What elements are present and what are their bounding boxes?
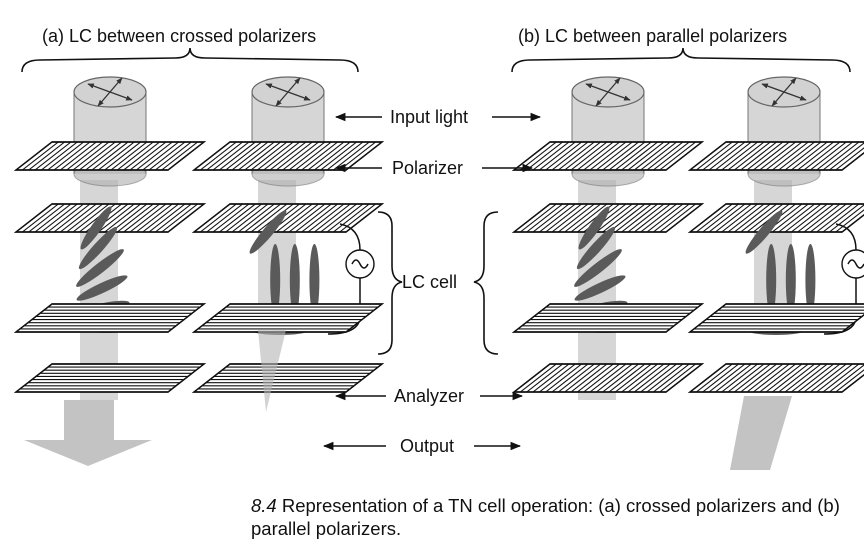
brace-left — [21, 47, 359, 73]
brace-lc-right — [473, 211, 499, 355]
caption-text: Representation of a TN cell operation: (… — [251, 495, 840, 539]
label-lc-cell: LC cell — [402, 272, 457, 292]
lc-bottom-plate — [687, 303, 864, 333]
ac-wire-top — [835, 223, 857, 251]
label-input-light-group: Input light — [334, 107, 542, 127]
brace-lc-left — [377, 211, 403, 355]
label-input-light: Input light — [390, 107, 468, 127]
header-left: (a) LC between crossed polarizers — [42, 26, 316, 46]
label-output-group: Output — [322, 436, 522, 456]
double-arrow-icon — [585, 77, 631, 107]
ac-source-icon — [841, 249, 864, 279]
double-arrow-icon — [265, 77, 311, 107]
double-arrow-icon — [87, 77, 133, 107]
analyzer-plate — [13, 363, 207, 393]
lc-top-plate — [13, 203, 207, 233]
label-analyzer-group: Analyzer — [334, 386, 524, 406]
label-output: Output — [400, 436, 454, 456]
output-beam — [730, 396, 792, 470]
caption-number: 8.4 — [251, 495, 277, 516]
lc-top-plate — [191, 203, 385, 233]
ac-wire-top — [339, 223, 361, 251]
stack-2 — [191, 76, 385, 412]
label-polarizer: Polarizer — [392, 158, 463, 178]
label-analyzer: Analyzer — [394, 386, 464, 406]
label-polarizer-group: Polarizer — [334, 158, 534, 178]
header-right: (b) LC between parallel polarizers — [518, 26, 787, 46]
double-arrow-icon — [761, 77, 807, 107]
partial-beam — [258, 330, 286, 412]
stack-3 — [511, 76, 705, 400]
output-arrow — [24, 400, 152, 466]
polarizer-plate — [511, 141, 705, 171]
label-lc-cell-group: LC cell — [377, 211, 499, 355]
lc-bottom-plate — [511, 303, 705, 333]
polarizer-plate — [13, 141, 207, 171]
polarizer-plate — [191, 141, 385, 171]
brace-right — [511, 47, 851, 73]
stack-4 — [687, 76, 864, 470]
ac-source-icon — [345, 249, 375, 279]
figure-caption: 8.4 Representation of a TN cell operatio… — [251, 494, 851, 540]
stacks — [13, 76, 864, 470]
analyzer-plate — [191, 363, 385, 393]
polarizer-plate — [687, 141, 864, 171]
analyzer-plate — [511, 363, 705, 393]
analyzer-plate — [687, 363, 864, 393]
stack-1 — [13, 76, 207, 466]
lc-bottom-plate — [191, 303, 385, 333]
lc-bottom-plate — [13, 303, 207, 333]
